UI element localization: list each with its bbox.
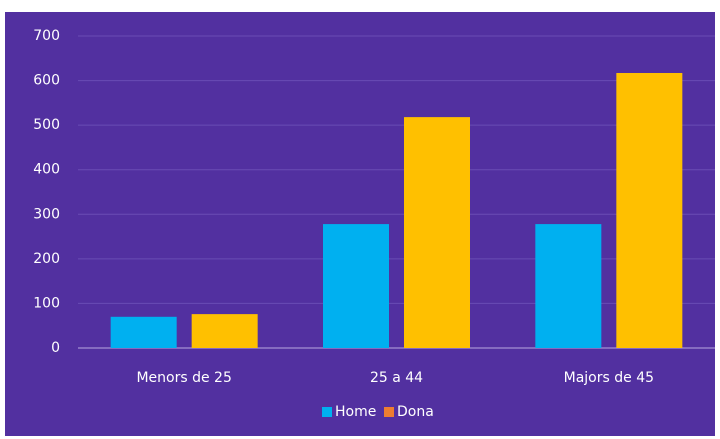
x-tick-label: Menors de 25 [136, 370, 231, 386]
y-tick-label: 500 [33, 117, 60, 133]
x-tick-label: 25 a 44 [370, 370, 423, 386]
legend-swatch [384, 407, 394, 417]
legend-label: Dona [397, 404, 434, 420]
legend-label: Home [335, 404, 376, 420]
bar [616, 72, 683, 348]
bar [323, 224, 389, 348]
x-tick-label: Majors de 45 [564, 370, 654, 386]
y-tick-label: 200 [33, 251, 60, 267]
y-tick-label: 600 [33, 73, 60, 89]
bar [191, 314, 258, 348]
bar [110, 316, 177, 348]
legend-swatch [322, 407, 332, 417]
chart-background [5, 12, 715, 436]
bar [535, 224, 602, 348]
y-tick-label: 100 [33, 295, 60, 311]
y-tick-label: 700 [33, 28, 60, 44]
y-tick-label: 0 [51, 340, 60, 356]
y-tick-label: 400 [33, 162, 60, 178]
y-tick-label: 300 [33, 206, 60, 222]
bar [404, 117, 470, 349]
